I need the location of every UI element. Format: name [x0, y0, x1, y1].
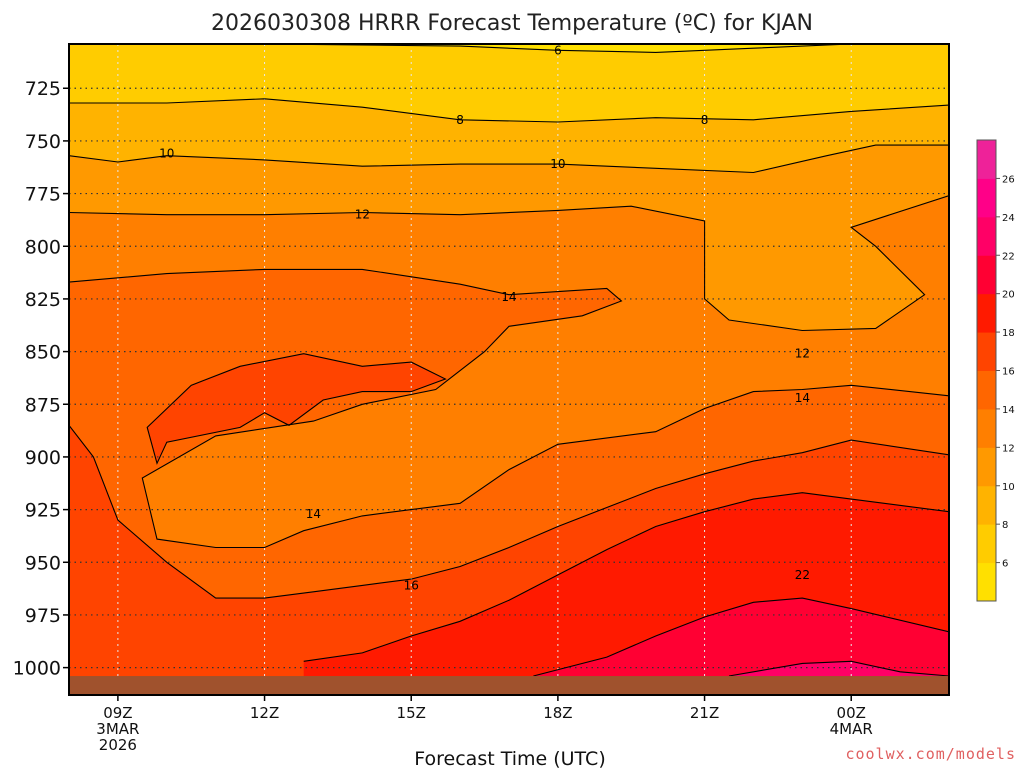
- contour-label: 16: [404, 578, 419, 592]
- isotherm-18: [303, 492, 949, 662]
- contour-label: 8: [701, 113, 709, 127]
- grid-lines: [69, 44, 949, 695]
- contour-label: 14: [795, 391, 810, 405]
- isotherm-16: [146, 353, 447, 465]
- y-tick-label: 900: [25, 447, 61, 469]
- y-axis: 725 750 775 800 825 850 875 900 925 950 975 1000: [13, 78, 69, 680]
- x-tick-label: 4MAR: [830, 720, 873, 738]
- y-tick-label: 750: [25, 131, 61, 153]
- plot-area: 6 8 8 10 10 12 14 12 14 14 16 22: [69, 43, 949, 695]
- colorbar-label: 24: [1002, 213, 1015, 224]
- x-tick-label: 2026: [99, 736, 137, 754]
- contour-label: 10: [550, 157, 565, 171]
- colorbar-legend: 6 8 10 12 14 16 18 20 22 24 26: [976, 139, 1015, 602]
- isotherm-20: [533, 597, 949, 677]
- y-tick-label: 775: [25, 184, 61, 206]
- colorbar-swatch: [977, 140, 996, 179]
- colorbar-swatch: [977, 370, 996, 410]
- colorbar-label: 12: [1002, 443, 1015, 454]
- colorbar-swatch: [977, 216, 996, 256]
- y-tick-label: 850: [25, 342, 61, 364]
- contour-label: 6: [554, 43, 562, 57]
- y-tick-label: 950: [25, 552, 61, 574]
- colorbar-swatch: [977, 255, 996, 295]
- contour-label: 10: [159, 147, 174, 161]
- x-tick-label: 15Z: [397, 704, 426, 722]
- colorbar-swatch: [977, 524, 996, 564]
- y-tick-label: 975: [25, 605, 61, 627]
- y-tick-label: 1000: [13, 658, 61, 680]
- fill-layer: [147, 353, 446, 464]
- x-tick-label: 00Z: [837, 704, 866, 722]
- colorbar-swatch: [977, 408, 996, 448]
- colorbar-swatch: [977, 485, 996, 525]
- x-tick-label: 09Z: [103, 704, 132, 722]
- colorbar-label: 14: [1002, 405, 1015, 416]
- colorbar-label: 26: [1002, 174, 1015, 185]
- colorbar-swatch: [977, 447, 996, 487]
- x-tick-label: 3MAR: [96, 720, 139, 738]
- x-tick-label: 21Z: [690, 704, 719, 722]
- y-tick-label: 875: [25, 394, 61, 416]
- plot-frame: [68, 43, 950, 696]
- colorbar-label: 6: [1002, 559, 1008, 570]
- isotherm-8: [69, 98, 949, 123]
- y-tick-label: 925: [25, 500, 61, 522]
- colorbar-label: 16: [1002, 367, 1015, 378]
- contour-label: 22: [795, 568, 810, 582]
- y-tick-label: 725: [25, 78, 61, 100]
- ground-surface: [69, 676, 949, 695]
- isotherm-12: [69, 195, 949, 332]
- isotherm-10: [69, 144, 949, 174]
- contour-label: 8: [456, 113, 464, 127]
- x-tick-label: 18Z: [543, 704, 572, 722]
- colorbar-label: 20: [1002, 290, 1015, 301]
- colorbar-label: 22: [1002, 251, 1015, 262]
- x-tick-label: 12Z: [250, 704, 279, 722]
- colorbar-swatch: [977, 562, 996, 602]
- contour-label: 14: [306, 507, 321, 521]
- x-axis-label: Forecast Time (UTC): [414, 748, 605, 768]
- y-tick-label: 800: [25, 236, 61, 258]
- isotherm-22: [728, 660, 949, 677]
- temperature-fill-layers: [69, 44, 949, 695]
- ground-band: [69, 676, 949, 695]
- contour-labels: 6 8 8 10 10 12 14 12 14 14 16 22: [159, 43, 810, 592]
- colorbar-label: 18: [1002, 328, 1015, 339]
- y-tick-label: 825: [25, 289, 61, 311]
- contour-label: 12: [355, 208, 370, 222]
- colorbar-swatch: [977, 178, 996, 218]
- colorbar-swatch: [977, 293, 996, 333]
- contour-label: 12: [795, 347, 810, 361]
- colorbar-label: 8: [1002, 520, 1008, 531]
- isotherm-14: [69, 268, 949, 549]
- colorbar-label: 10: [1002, 482, 1015, 493]
- chart-title: 2026030308 HRRR Forecast Temperature (ºC…: [211, 11, 813, 36]
- watermark: coolwx.com/models: [845, 745, 1016, 763]
- isotherm-16: [69, 424, 949, 599]
- contour-label: 14: [501, 290, 516, 304]
- colorbar-swatch: [977, 332, 996, 371]
